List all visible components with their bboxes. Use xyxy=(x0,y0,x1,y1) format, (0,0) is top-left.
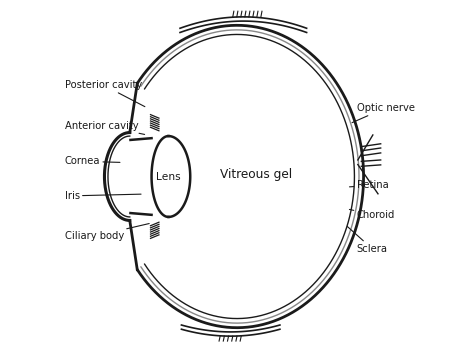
Text: Vitreous gel: Vitreous gel xyxy=(220,168,292,181)
Text: Optic nerve: Optic nerve xyxy=(352,103,415,122)
Text: Ciliary body: Ciliary body xyxy=(65,223,149,241)
Text: Anterior cavity: Anterior cavity xyxy=(65,120,145,134)
Text: Lens: Lens xyxy=(156,172,181,181)
Text: Cornea: Cornea xyxy=(65,156,120,166)
Text: Posterior cavity: Posterior cavity xyxy=(65,80,145,107)
Text: Retina: Retina xyxy=(349,180,388,190)
Text: Iris: Iris xyxy=(65,191,141,201)
Text: Sclera: Sclera xyxy=(347,227,388,253)
Text: Choroid: Choroid xyxy=(349,209,395,220)
